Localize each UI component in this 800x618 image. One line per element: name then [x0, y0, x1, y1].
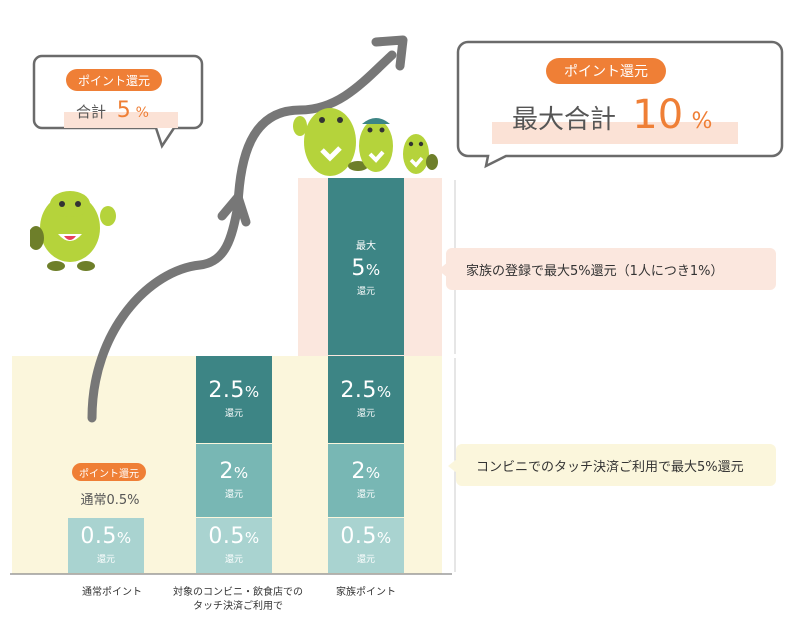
bar-value-label: 2.5%	[208, 378, 260, 403]
left-bubble-highlight	[64, 112, 178, 128]
bar-sub-label: 還元	[356, 286, 375, 297]
bar-segment: 2.5% 還元	[328, 356, 404, 443]
mid-arrowhead	[217, 192, 251, 227]
growth-arrow	[87, 200, 243, 423]
bar-segment: 2% 還元	[196, 444, 272, 517]
bar-sub-label: 還元	[356, 409, 375, 419]
right-bubble-highlight	[492, 122, 738, 144]
left-bubble-total: 合計 5 %	[76, 98, 149, 123]
family-note: 家族の登録で最大5%還元（1人につき1%）	[446, 248, 776, 290]
mascot-waving-icon	[30, 191, 116, 271]
right-bubble-label: 最大合計	[512, 105, 617, 135]
bar-value-label: 0.5%	[340, 524, 392, 549]
bar-segment: 最大 5% 還元	[328, 178, 404, 355]
bar-value-label: 0.5%	[208, 524, 260, 549]
growth-arrow-upper	[233, 50, 397, 210]
x-label-convenience: 対象のコンビニ・飲食店での タッチ決済ご利用で	[173, 587, 303, 612]
growth-arrowhead	[371, 35, 408, 71]
bar-segment: 0.5% 還元	[68, 518, 144, 573]
bar-sub-label: 還元	[224, 409, 243, 419]
small-callout-label: 通常0.5%	[80, 493, 140, 508]
family-note-text: 家族の登録で最大5%還元（1人につき1%）	[466, 263, 724, 279]
x-label-normal: 通常ポイント	[82, 587, 142, 598]
bar-value-label: 2%	[351, 459, 381, 484]
bar-value-label: 0.5%	[80, 524, 132, 549]
bar-value-label: 5%	[351, 255, 381, 281]
right-bubble-total: 最大合計 10 %	[512, 92, 712, 138]
bar-value-label: 2%	[219, 459, 249, 484]
right-bubble-pill: ポイント還元	[546, 58, 666, 84]
bar-sub-label: 還元	[96, 555, 115, 565]
bar-sub-label: 還元	[224, 490, 243, 500]
bar-sub-label: 還元	[224, 555, 243, 565]
family-note-pointer	[438, 262, 448, 278]
bar-sub-label: 還元	[356, 490, 375, 500]
x-label-family: 家族ポイント	[336, 587, 396, 598]
bar-segment: 0.5% 還元	[196, 518, 272, 573]
bar-segment: 2.5% 還元	[196, 356, 272, 443]
small-callout-pill: ポイント還元	[72, 463, 146, 481]
left-bubble-pill: ポイント還元	[66, 69, 162, 91]
convenience-note-text: コンビニでのタッチ決済ご利用で最大5%還元	[476, 459, 744, 475]
left-bubble-value: 5	[116, 98, 131, 123]
right-bubble-unit: %	[691, 109, 713, 134]
bar-sub-label: 還元	[356, 555, 375, 565]
bar-segment: 2% 還元	[328, 444, 404, 517]
left-bubble-unit: %	[135, 105, 149, 121]
left-bubble-label: 合計	[76, 103, 107, 121]
right-bubble-value: 10	[632, 92, 684, 138]
mascot-family-icon	[293, 108, 438, 176]
bar-value-label: 2.5%	[340, 378, 392, 403]
convenience-note: コンビニでのタッチ決済ご利用で最大5%還元	[456, 444, 776, 486]
convenience-note-pointer	[448, 458, 458, 474]
bar-segment-top-label: 最大	[356, 240, 376, 252]
bar-segment: 0.5% 還元	[328, 518, 404, 573]
